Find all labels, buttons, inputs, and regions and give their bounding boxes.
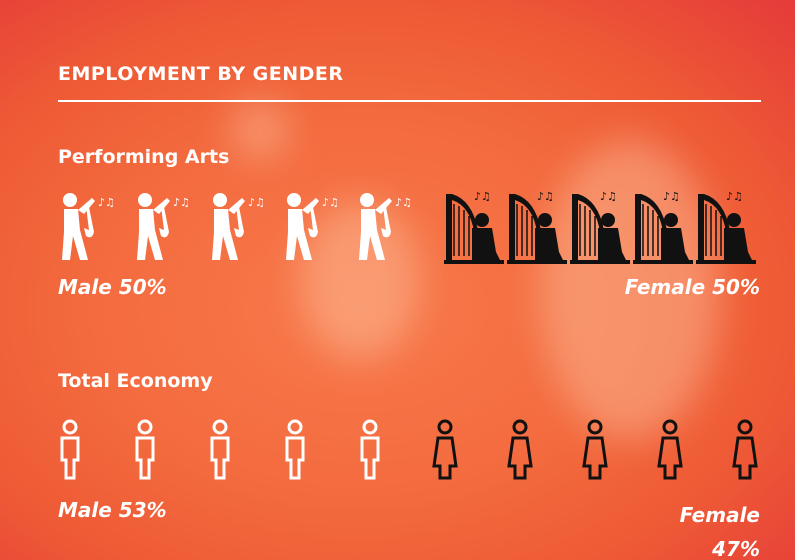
male-icon — [212, 193, 265, 260]
female-icon — [569, 189, 631, 265]
divider — [58, 100, 761, 102]
female-icon — [507, 419, 533, 480]
male-icon — [62, 193, 115, 260]
title: EMPLOYMENT BY GENDER — [58, 63, 344, 85]
male-icon — [210, 419, 230, 480]
section-heading: Performing Arts — [58, 146, 230, 168]
female-label: Female 47% — [679, 503, 760, 560]
section-heading: Total Economy — [58, 370, 213, 392]
male-icon — [360, 419, 380, 480]
female-icon — [732, 419, 758, 480]
male-icon — [285, 419, 305, 480]
male-label: Male 50% — [58, 275, 167, 299]
light-glow — [540, 140, 720, 440]
male-icon — [135, 419, 155, 480]
male-icon — [359, 193, 412, 260]
female-icon — [582, 419, 608, 480]
female-label: Female 50% — [624, 275, 760, 299]
female-icon — [506, 189, 568, 265]
male-icon — [60, 419, 80, 480]
male-icon — [286, 193, 339, 260]
male-icon — [137, 193, 190, 260]
light-glow — [230, 100, 290, 160]
male-label: Male 53% — [58, 498, 167, 522]
female-icon — [632, 189, 694, 265]
light-glow — [300, 200, 420, 360]
female-icon — [443, 189, 505, 265]
female-icon — [695, 189, 757, 265]
female-icon — [432, 419, 458, 480]
female-icon — [657, 419, 683, 480]
